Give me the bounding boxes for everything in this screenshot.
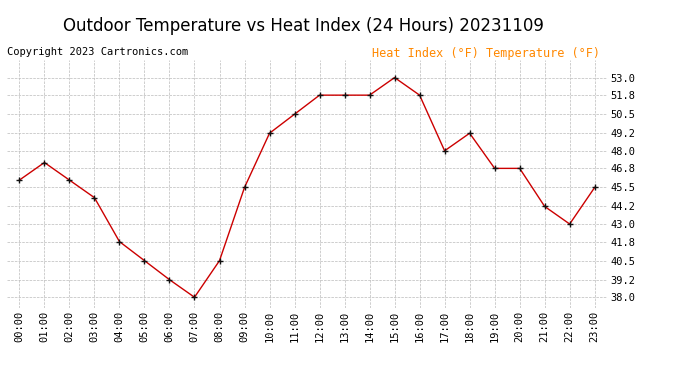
Text: Heat Index (°F) Temperature (°F): Heat Index (°F) Temperature (°F) [373,47,600,60]
Text: Copyright 2023 Cartronics.com: Copyright 2023 Cartronics.com [7,47,188,57]
Text: Outdoor Temperature vs Heat Index (24 Hours) 20231109: Outdoor Temperature vs Heat Index (24 Ho… [63,17,544,35]
